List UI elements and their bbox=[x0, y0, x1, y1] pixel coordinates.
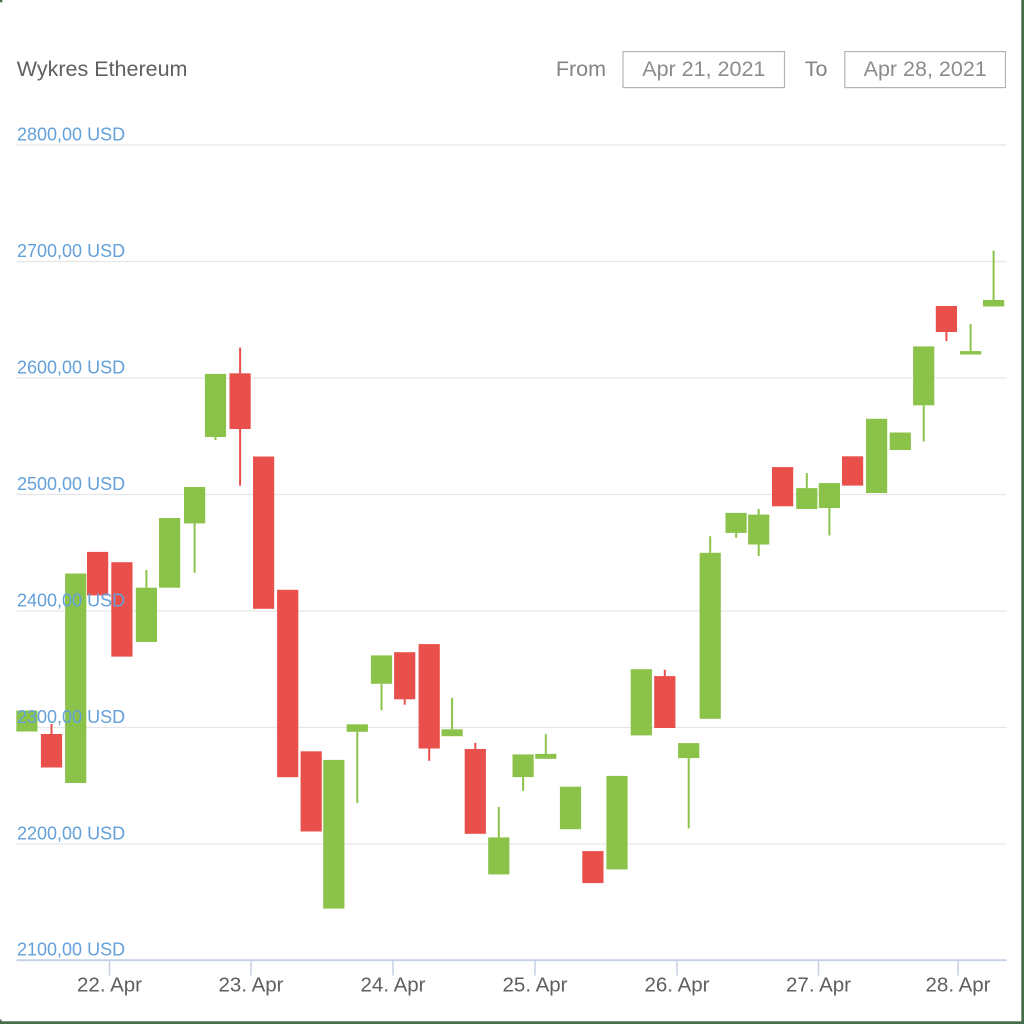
svg-text:22. Apr: 22. Apr bbox=[77, 974, 142, 997]
svg-text:2400,00 USD: 2400,00 USD bbox=[17, 591, 125, 611]
svg-text:2500,00 USD: 2500,00 USD bbox=[17, 474, 125, 494]
svg-text:Apr 21, 2021: Apr 21, 2021 bbox=[642, 57, 765, 81]
svg-text:2200,00 USD: 2200,00 USD bbox=[17, 824, 125, 844]
svg-text:Wykres Ethereum: Wykres Ethereum bbox=[17, 57, 188, 81]
svg-text:From: From bbox=[556, 57, 606, 81]
svg-text:2800,00 USD: 2800,00 USD bbox=[17, 125, 125, 145]
svg-text:2100,00 USD: 2100,00 USD bbox=[17, 940, 125, 960]
svg-text:25. Apr: 25. Apr bbox=[503, 974, 568, 997]
svg-text:28. Apr: 28. Apr bbox=[926, 974, 991, 997]
svg-text:To: To bbox=[805, 57, 828, 81]
svg-text:24. Apr: 24. Apr bbox=[361, 974, 426, 997]
svg-text:26. Apr: 26. Apr bbox=[645, 974, 710, 997]
svg-text:2700,00 USD: 2700,00 USD bbox=[17, 241, 125, 261]
svg-text:Apr 28, 2021: Apr 28, 2021 bbox=[864, 57, 987, 81]
svg-text:27. Apr: 27. Apr bbox=[786, 974, 851, 997]
svg-text:2300,00 USD: 2300,00 USD bbox=[17, 707, 125, 727]
svg-text:23. Apr: 23. Apr bbox=[219, 974, 284, 997]
svg-text:2600,00 USD: 2600,00 USD bbox=[17, 358, 125, 378]
